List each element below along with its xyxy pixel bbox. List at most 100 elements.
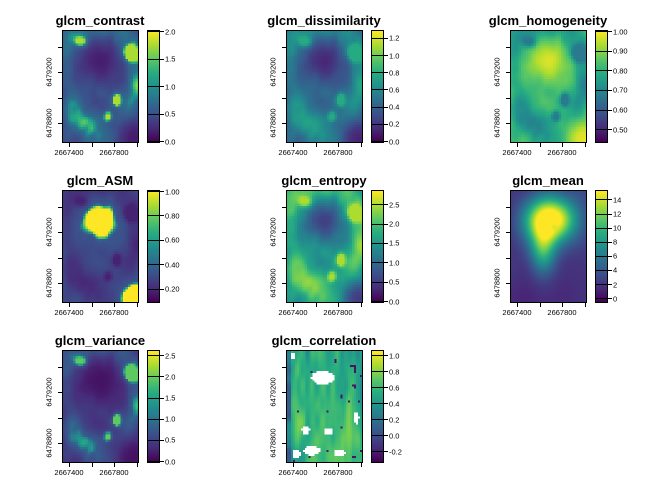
y-axis-tick [282,257,286,259]
colorbar-tick [372,371,383,373]
colorbar-tick-mark [608,129,612,131]
colorbar-tick [148,239,159,241]
colorbar [371,190,384,303]
raster-heatmap-image [511,191,586,302]
colorbar-tick-mark [608,89,612,91]
colorbar-tick-label: 0.60 [613,105,628,115]
colorbar-tick-label: 2.0 [389,219,400,229]
y-axis-tick [58,366,62,368]
x-axis-tick-label: 2667800 [323,308,353,317]
colorbar-gradient [372,351,383,462]
colorbar-tick-label: 8 [613,237,618,247]
colorbar-tick-label: 2.5 [165,351,176,361]
x-axis-tick [293,463,294,467]
colorbar-tick [372,419,383,421]
x-axis-tick-label: 2667800 [323,468,353,477]
y-axis-tick-label: 6478800 [44,428,54,458]
y-axis-tick [282,392,286,394]
colorbar-tick [372,262,383,264]
colorbar-tick [372,355,383,356]
colorbar-tick [148,264,159,266]
colorbar-tick-label: 6 [613,251,618,261]
x-axis-tick-label: 2667400 [278,148,308,157]
colorbar [595,190,608,303]
x-axis-tick [69,143,70,147]
colorbar-tick [372,223,383,225]
colorbar-tick-mark [384,204,388,206]
y-axis-tick-label: 6478800 [268,428,278,458]
glcm-panel: glcm_entropy 2667400 2667800 6479200 647880… [224,160,448,320]
colorbar-tick-mark [384,106,388,108]
colorbar-tick-mark [160,58,164,60]
y-axis-tick-label: 6479200 [268,57,278,87]
colorbar-tick-mark [384,281,388,283]
x-axis-tick [69,463,70,467]
colorbar-tick-label: 0.8 [389,68,400,78]
colorbar-tick-mark [608,109,612,111]
x-axis-tick-label: 2667800 [99,308,129,317]
x-axis-tick-label: 2667800 [99,468,129,477]
y-axis-tick [58,443,62,445]
colorbar-tick [148,355,159,357]
colorbar-tick-label: 0.6 [389,383,400,393]
colorbar-tick-label: 1.5 [165,54,176,64]
y-axis-tick-label: 6478800 [268,268,278,298]
colorbar-tick [372,403,383,405]
colorbar-tick-mark [608,50,612,52]
x-axis-tick [517,303,518,307]
colorbar-tick-mark [384,123,388,125]
glcm-panel: glcm_ASM 2667400 2667800 6479200 6478800 1.0… [0,160,224,320]
raster-heatmap-image [63,31,138,142]
x-axis-tick [360,463,362,467]
colorbar-tick-label: 1.0 [389,351,400,360]
colorbar-tick-mark [384,89,388,91]
colorbar-tick-mark [160,264,164,266]
colorbar-gradient [596,31,607,142]
colorbar-tick-label: 0.60 [165,235,180,245]
y-axis-tick-label: 6479200 [492,217,502,247]
y-axis-tick [506,206,510,208]
colorbar-tick [372,123,383,125]
panel-title: glcm_correlation [271,333,377,348]
colorbar-tick-label: 0.2 [389,119,400,129]
colorbar-tick [148,141,159,142]
raster-heatmap-image [511,31,586,142]
x-axis-tick [69,303,70,307]
y-axis-tick-label: 6478800 [492,108,502,138]
glcm-panel: glcm_homogeneity 2667400 2667800 6479200 64… [448,0,672,160]
x-axis-tick [91,143,93,147]
colorbar-tick-label: 0.80 [165,211,180,221]
y-axis-tick-label: 6479200 [44,57,54,87]
colorbar-tick-mark [608,31,612,32]
x-axis-tick [315,463,317,467]
x-axis-tick [315,303,317,307]
x-axis-tick-label: 2667400 [278,308,308,317]
y-axis-tick-label: 6479200 [268,377,278,407]
raster-plot-area [286,190,363,303]
colorbar-tick [148,418,159,420]
colorbar-tick [372,301,383,302]
colorbar-tick-mark [160,439,164,441]
colorbar-tick-label: 1.00 [613,27,628,36]
x-axis-tick-label: 2667400 [54,468,84,477]
y-axis-tick [506,257,510,259]
colorbar-tick-mark [384,242,388,244]
colorbar-gradient [372,191,383,302]
colorbar-tick-label: 0.0 [389,297,400,306]
colorbar-tick-mark [384,355,388,356]
colorbar [147,350,160,463]
raster-plot-area [62,30,139,143]
raster-plot-area [510,30,587,143]
colorbar-tick-label: 1.0 [389,51,400,61]
colorbar-tick-mark [608,70,612,72]
colorbar-tick [372,204,383,206]
y-axis-tick [282,46,286,48]
colorbar-tick-mark [384,435,388,437]
colorbar-tick-mark [384,403,388,405]
colorbar-tick-mark [384,371,388,373]
colorbar-tick-mark [384,37,388,39]
y-axis-tick-label: 6479200 [44,217,54,247]
colorbar-tick-label: 0.70 [613,85,628,95]
colorbar-tick-label: 1.0 [165,414,176,424]
